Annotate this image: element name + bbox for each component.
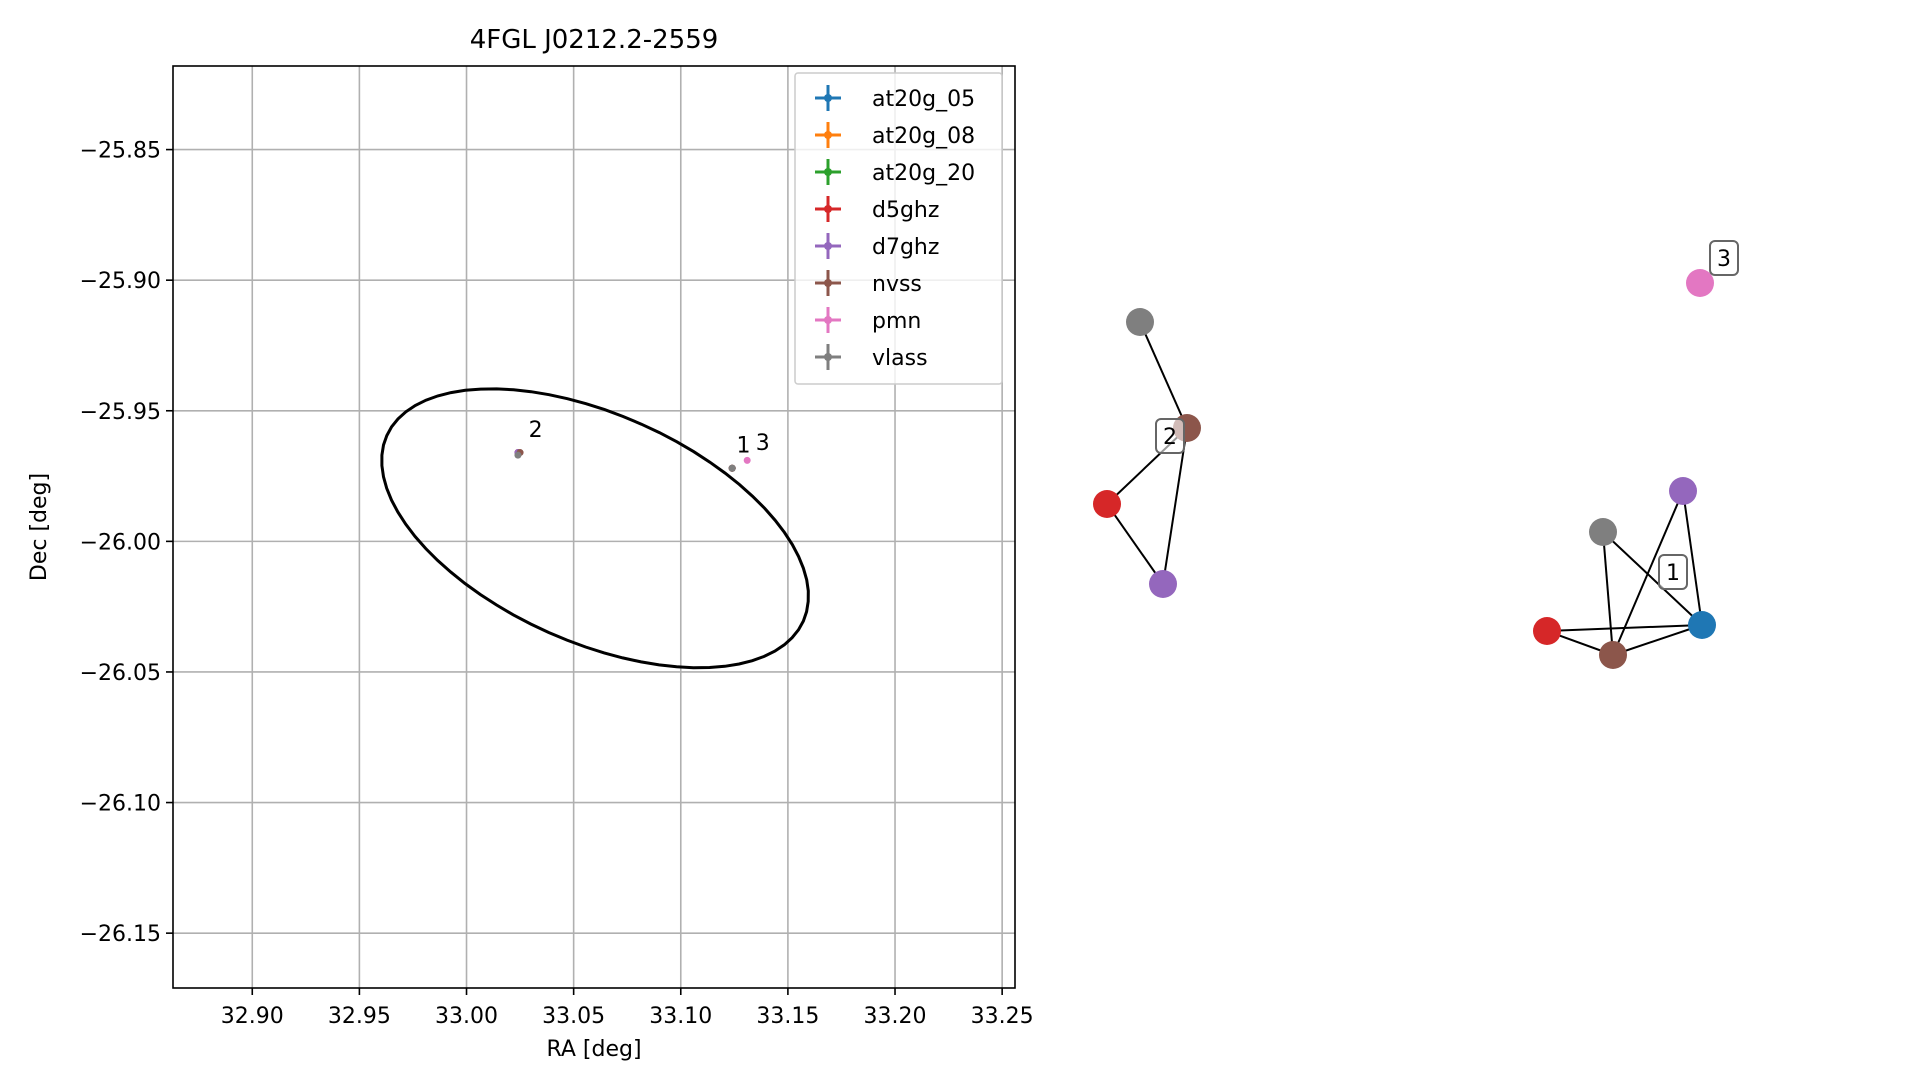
- network-node-d5ghz: [1093, 490, 1121, 518]
- legend-marker: [824, 94, 832, 102]
- y-ticks: −25.85 −25.90 −25.95 −26.00 −26.05 −26.10 −26.…: [80, 139, 173, 947]
- network-nodes: [1093, 269, 1716, 669]
- point-annotation: 1: [736, 434, 750, 459]
- network-node-vlass: [1589, 518, 1617, 546]
- error-ellipse: [380, 387, 810, 670]
- point-annotation: 2: [529, 418, 543, 443]
- network-label-box: [1709, 240, 1739, 276]
- legend-marker: [824, 316, 832, 324]
- legend-entry-vlass: vlass: [815, 344, 928, 371]
- legend-marker: [824, 279, 832, 287]
- network-group-label: 1: [1658, 554, 1688, 590]
- network-label-text: 2: [1163, 425, 1177, 450]
- network-edge: [1546, 624, 1703, 632]
- legend-label: at20g_08: [872, 124, 975, 149]
- x-tick-label: 32.90: [221, 1004, 284, 1029]
- data-point-vlass: [728, 464, 736, 472]
- network-graph: 2 3 1: [1093, 240, 1739, 669]
- y-tick-label: −26.10: [80, 792, 161, 817]
- legend-label: at20g_20: [872, 161, 975, 186]
- legend-marker: [824, 168, 832, 176]
- network-edge: [1162, 427, 1188, 585]
- grid: [173, 66, 1015, 988]
- y-tick-label: −26.05: [80, 661, 161, 686]
- network-node-pmn: [1686, 269, 1714, 297]
- y-tick-label: −25.95: [80, 400, 161, 425]
- legend-marker: [824, 242, 832, 250]
- network-group-labels: 2 3 1: [1155, 240, 1739, 590]
- network-group-label: 3: [1709, 240, 1739, 276]
- network-label-text: 1: [1666, 561, 1680, 586]
- network-edges: [1106, 321, 1703, 656]
- legend-marker: [824, 353, 832, 361]
- y-tick-label: −26.00: [80, 530, 161, 555]
- legend-entry-nvss: nvss: [815, 270, 922, 297]
- network-node-d7ghz: [1669, 477, 1697, 505]
- legend-box: [794, 72, 1003, 385]
- legend: at20g_05 at20g_08 at20g_20 d5ghz d7ghz nvss pm…: [794, 72, 1003, 385]
- legend-label: vlass: [872, 346, 928, 371]
- network-node-d7ghz: [1149, 570, 1177, 598]
- legend-label: d5ghz: [872, 198, 939, 223]
- legend-entry-pmn: pmn: [815, 307, 921, 334]
- network-group-label: 2: [1155, 418, 1185, 454]
- legend-label: at20g_05: [872, 87, 975, 112]
- y-tick-label: −26.15: [80, 922, 161, 947]
- data-points: [514, 449, 751, 472]
- point-annotation: 3: [756, 431, 770, 456]
- x-tick-label: 33.05: [542, 1004, 605, 1029]
- x-tick-label: 33.10: [649, 1004, 712, 1029]
- network-label-box: [1155, 418, 1185, 454]
- y-axis-title: Dec [deg]: [27, 473, 52, 581]
- network-node-vlass: [1126, 308, 1154, 336]
- data-point-vlass: [514, 451, 522, 459]
- legend-entry-at20g_20: at20g_20: [815, 159, 975, 186]
- axes-frame: [172, 65, 1016, 989]
- x-tick-label: 33.00: [435, 1004, 498, 1029]
- x-tick-label: 33.25: [971, 1004, 1034, 1029]
- network-label-box: [1658, 554, 1688, 590]
- x-tick-label: 32.95: [328, 1004, 391, 1029]
- network-node-at20g: [1688, 611, 1716, 639]
- legend-entry-d5ghz: d5ghz: [815, 196, 939, 223]
- legend-entry-d7ghz: d7ghz: [815, 233, 939, 260]
- network-edge: [1682, 490, 1703, 626]
- network-node-nvss: [1599, 641, 1627, 669]
- scatter-annotations: 1 3 2: [529, 418, 770, 459]
- network-node-d5ghz: [1533, 617, 1561, 645]
- data-point-pmn: [743, 456, 751, 464]
- network-edge: [1106, 503, 1164, 585]
- x-tick-label: 33.20: [864, 1004, 927, 1029]
- x-tick-label: 33.15: [756, 1004, 819, 1029]
- plot-title: 4FGL J0212.2-2559: [470, 25, 719, 55]
- legend-marker: [824, 131, 832, 139]
- legend-entry-at20g_05: at20g_05: [815, 85, 975, 112]
- y-tick-label: −25.90: [80, 269, 161, 294]
- x-ticks: 32.90 32.95 33.00 33.05 33.10 33.15 33.20 33.25: [221, 988, 1034, 1029]
- y-tick-label: −25.85: [80, 139, 161, 164]
- legend-marker: [824, 205, 832, 213]
- legend-entry-at20g_08: at20g_08: [815, 122, 975, 149]
- network-edge: [1602, 531, 1614, 656]
- network-edge: [1139, 321, 1188, 429]
- x-axis-title: RA [deg]: [546, 1037, 641, 1062]
- legend-label: pmn: [872, 309, 921, 334]
- legend-label: d7ghz: [872, 235, 939, 260]
- network-edge: [1612, 624, 1703, 656]
- legend-label: nvss: [872, 272, 922, 297]
- network-edge: [1602, 531, 1703, 626]
- network-label-text: 3: [1717, 247, 1731, 272]
